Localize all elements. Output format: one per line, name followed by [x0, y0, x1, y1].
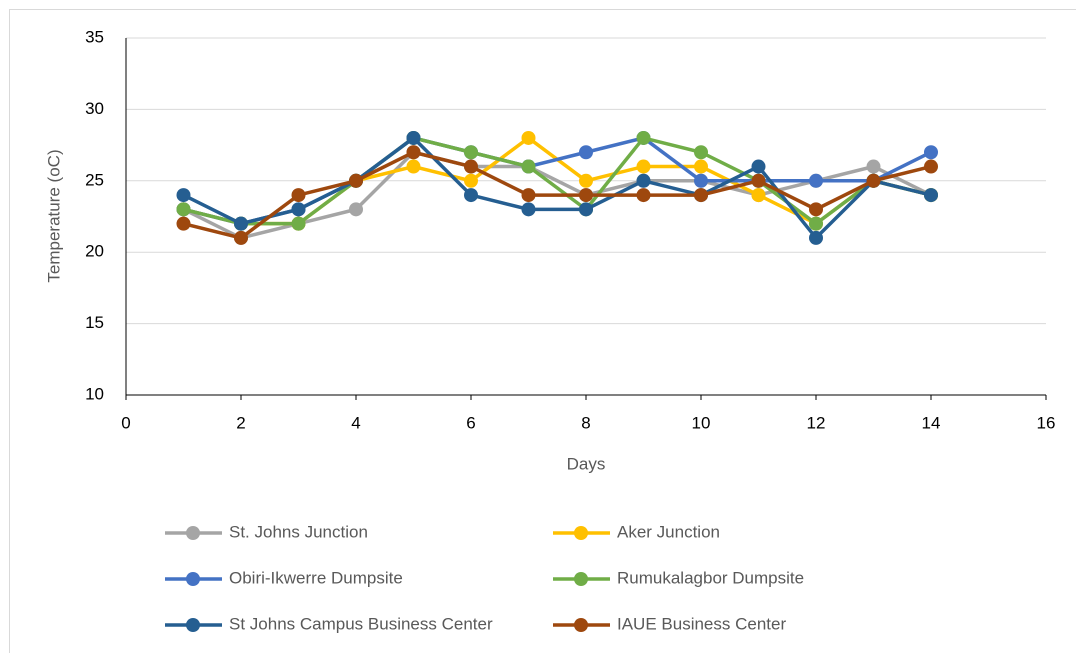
data-point	[234, 230, 248, 245]
data-point	[464, 173, 478, 188]
data-point	[809, 202, 823, 217]
legend-label: IAUE Business Center	[617, 614, 786, 633]
y-tick-label: 20	[85, 242, 104, 261]
data-point	[694, 188, 708, 203]
data-point	[464, 188, 478, 203]
data-point	[406, 130, 421, 145]
data-point	[579, 202, 593, 217]
legend-label: Obiri-Ikwerre Dumpsite	[229, 568, 403, 587]
x-tick-label: 6	[466, 413, 475, 432]
data-point	[521, 188, 536, 203]
data-point	[521, 202, 536, 217]
x-tick-label: 4	[351, 413, 360, 432]
x-tick-label: 0	[121, 413, 130, 432]
data-point	[751, 173, 766, 188]
y-tick-label: 15	[85, 313, 104, 332]
data-point	[636, 188, 651, 203]
data-point	[579, 173, 593, 188]
data-point	[349, 202, 363, 217]
legend-marker	[574, 526, 588, 540]
legend-marker	[574, 572, 588, 586]
x-axis-label: Days	[567, 454, 606, 473]
y-tick-label: 35	[85, 27, 104, 46]
data-point	[694, 145, 708, 160]
series-line	[182, 150, 932, 240]
data-point	[751, 188, 766, 203]
x-tick-label: 10	[692, 413, 711, 432]
x-tick-label: 2	[236, 413, 245, 432]
data-point	[406, 145, 421, 160]
data-point	[521, 159, 536, 174]
legend-label: Rumukalagbor Dumpsite	[617, 568, 804, 587]
data-point	[809, 216, 823, 231]
series-line	[182, 135, 932, 241]
x-tick-label: 12	[807, 413, 826, 432]
x-tick-label: 16	[1037, 413, 1056, 432]
series-line	[183, 150, 932, 240]
data-point	[866, 173, 881, 188]
data-point	[924, 159, 938, 174]
data-point	[291, 188, 306, 203]
x-tick-label: 14	[922, 413, 941, 432]
data-point	[464, 159, 478, 174]
data-point	[751, 159, 766, 174]
data-point	[809, 230, 823, 245]
data-point	[291, 202, 306, 217]
data-point	[176, 188, 191, 203]
data-point	[464, 145, 478, 160]
legend-marker	[574, 618, 588, 632]
data-point	[636, 130, 651, 145]
data-point	[579, 188, 593, 203]
y-axis-label: Temperature (oC)	[44, 149, 63, 282]
data-point	[636, 173, 651, 188]
data-point	[234, 216, 248, 231]
data-point	[694, 159, 708, 174]
y-tick-label: 10	[85, 384, 104, 403]
y-tick-label: 30	[85, 99, 104, 118]
legend-marker	[186, 526, 200, 540]
legend-label: Aker Junction	[617, 522, 720, 541]
legend-marker	[186, 618, 200, 632]
legend-label: St Johns Campus Business Center	[229, 614, 493, 633]
legend-label: St. Johns Junction	[229, 522, 368, 541]
data-point	[291, 216, 306, 231]
x-tick-label: 8	[581, 413, 590, 432]
data-point	[924, 145, 938, 160]
data-point	[176, 202, 191, 217]
data-point	[176, 216, 191, 231]
series-line	[183, 135, 932, 226]
data-point	[521, 130, 536, 145]
data-point	[406, 159, 421, 174]
data-point	[694, 173, 708, 188]
data-point	[809, 173, 823, 188]
data-point	[349, 173, 363, 188]
data-point	[579, 145, 593, 160]
y-tick-label: 25	[85, 170, 104, 189]
legend-marker	[186, 572, 200, 586]
chart-frame	[9, 9, 1076, 653]
data-point	[924, 188, 938, 203]
data-point	[866, 159, 881, 174]
data-point	[636, 159, 651, 174]
